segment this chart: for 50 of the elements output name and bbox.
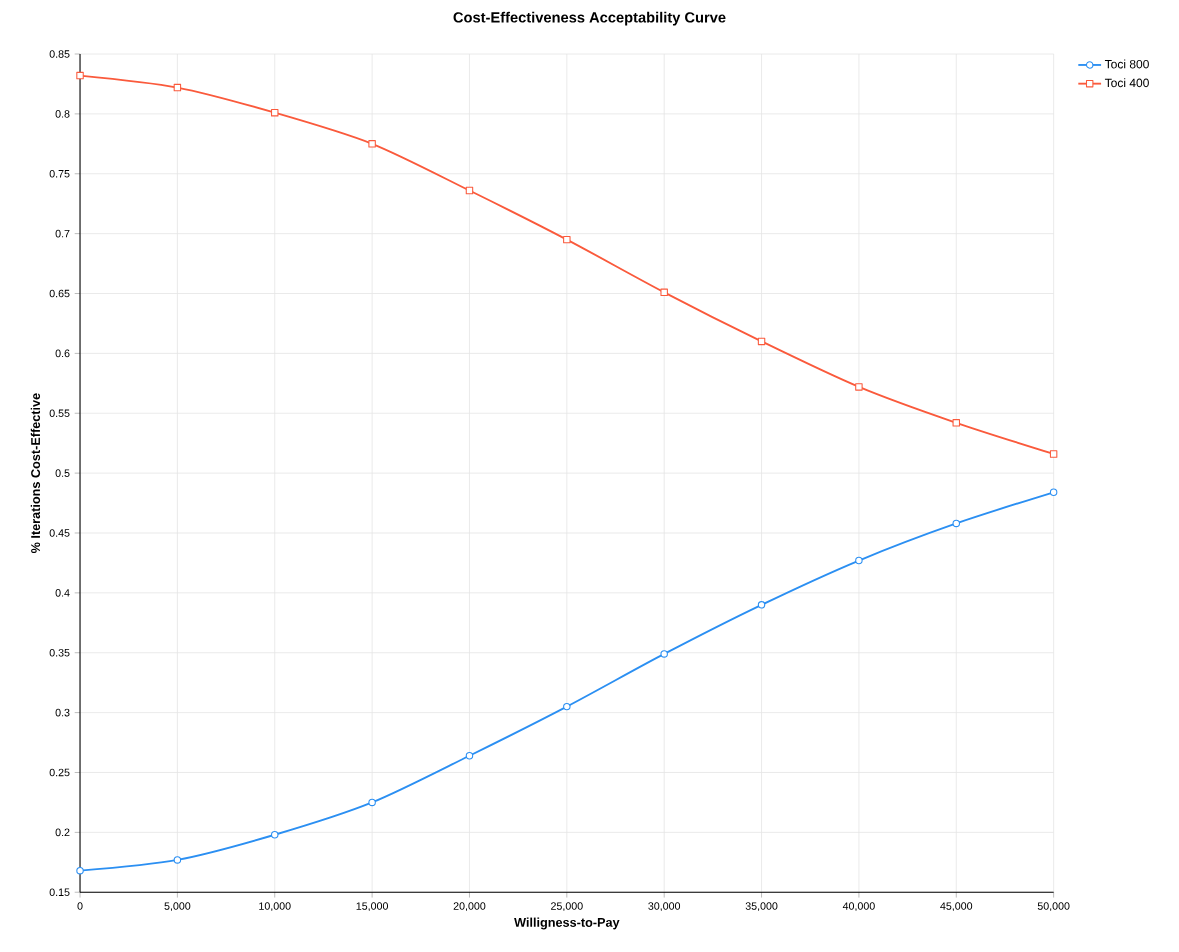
point — [757, 600, 766, 609]
point — [563, 702, 571, 711]
x-tick-label: 40,000 — [842, 902, 875, 911]
point — [855, 383, 863, 391]
point — [563, 235, 571, 244]
chart-title: Cost-Effectiveness Acceptability Curve — [453, 11, 726, 26]
point — [271, 830, 279, 839]
y-tick-label: 0.65 — [49, 289, 70, 298]
x-tick-label: 5,000 — [164, 902, 191, 911]
x-tick-label: 35,000 — [745, 902, 778, 911]
x-axis-title: Willigness-to-Pay — [514, 917, 620, 930]
y-tick-label: 0.15 — [49, 888, 70, 896]
point — [271, 108, 279, 117]
y-tick-label: 0.55 — [49, 409, 70, 417]
y-tick-label: 0.75 — [49, 169, 70, 178]
y-tick-label: 0.7 — [55, 229, 70, 238]
x-tick-label: 15,000 — [356, 902, 389, 911]
point — [1049, 450, 1058, 458]
y-tick-label: 0.85 — [49, 50, 70, 58]
legend-label: Toci 400 — [1104, 78, 1149, 88]
y-tick-label: 0.3 — [55, 708, 70, 717]
y-tick-label: 0.4 — [55, 588, 70, 597]
point — [660, 288, 668, 296]
point — [368, 798, 376, 807]
point — [76, 71, 84, 80]
x-tick-label: 0 — [77, 902, 83, 910]
point — [76, 866, 84, 875]
x-tick-label: 30,000 — [648, 902, 681, 911]
point — [368, 139, 376, 148]
x-tick-label: 25,000 — [551, 902, 583, 911]
point — [660, 650, 668, 658]
y-tick-label: 0.45 — [49, 529, 70, 537]
y-tick-label: 0.6 — [55, 349, 70, 358]
y-tick-label: 0.25 — [49, 768, 70, 777]
x-tick-label: 10,000 — [259, 902, 291, 911]
point — [173, 856, 182, 864]
x-tick-label: 45,000 — [940, 902, 973, 911]
point — [465, 751, 474, 760]
point — [952, 418, 961, 427]
y-tick-label: 0.2 — [55, 828, 70, 837]
x-tick-label: 20,000 — [453, 902, 486, 911]
point — [855, 556, 863, 565]
y-tick-label: 0.8 — [55, 109, 70, 118]
point — [952, 519, 961, 528]
y-tick-label: 0.35 — [49, 648, 70, 657]
point — [1049, 488, 1058, 496]
y-axis-title: % Iterations Cost-Effective — [30, 393, 41, 553]
y-tick-label: 0.5 — [55, 469, 70, 477]
x-tick-label: 50,000 — [1037, 902, 1070, 911]
legend-label: Toci 800 — [1104, 59, 1149, 69]
